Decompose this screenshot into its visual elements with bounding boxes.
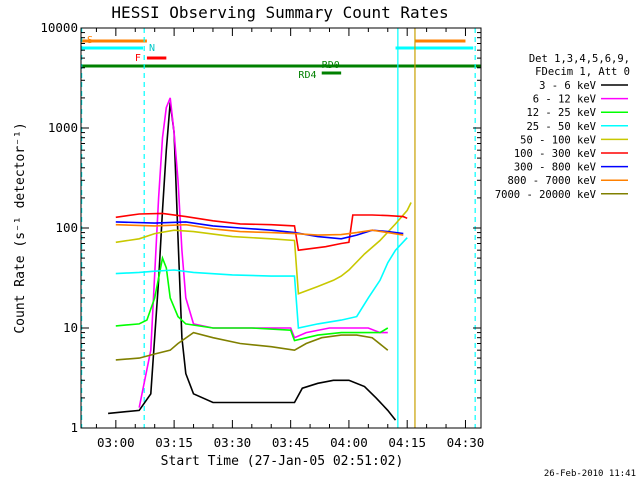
y-tick-label: 1 (70, 420, 78, 435)
y-tick-label: 1000 (48, 120, 78, 135)
legend-entry: 25 - 50 keV (526, 121, 596, 133)
series-line (115, 223, 404, 236)
x-tick-label: 04:15 (388, 435, 426, 450)
flare-flag-label: F (135, 53, 141, 64)
plot-frame (80, 27, 482, 429)
x-tick-label: 03:30 (214, 435, 252, 450)
saa-flag-label: S (87, 35, 93, 46)
x-tick-label: 04:00 (330, 435, 368, 450)
series-line (115, 212, 408, 252)
legend-header: FDecim 1, Att 0 (535, 66, 630, 78)
legend-entry: 300 - 800 keV (514, 162, 597, 174)
y-tick-label: 10 (63, 320, 78, 335)
y-tick-label: 100 (55, 220, 78, 235)
x-tick-label: 03:00 (97, 435, 135, 450)
legend-entry: 7000 - 20000 keV (495, 189, 597, 201)
legend-header: Det 1,3,4,5,6,9, (529, 53, 630, 65)
legend-entry: 6 - 12 keV (533, 94, 597, 106)
rd4-flag-label: RD4 (298, 70, 316, 81)
series-layer (108, 97, 412, 421)
chart-title: HESSI Observing Summary Count Rates (111, 3, 448, 22)
x-axis-label: Start Time (27-Jan-05 02:51:02) (161, 454, 404, 469)
x-tick-label: 03:15 (155, 435, 193, 450)
series-line (138, 97, 388, 408)
legend-entry: 100 - 300 keV (514, 148, 597, 160)
y-tick-label: 10000 (40, 20, 78, 35)
y-axis-label: Count Rate (s⁻¹ detector⁻¹) (13, 122, 28, 333)
x-axis-ticks: 03:00 03:15 03:30 03:45 04:00 04:15 04:30 (95, 28, 485, 450)
legend-entry: 50 - 100 keV (520, 134, 597, 146)
series-line (115, 331, 389, 361)
legend-entry: 12 - 25 keV (526, 107, 596, 119)
footer-date: 26-Feb-2010 11:41 (544, 469, 636, 479)
legend-entry: 800 - 7000 keV (507, 175, 596, 187)
series-line (115, 202, 412, 295)
legend-entry: 3 - 6 keV (539, 80, 597, 92)
series-line (108, 102, 397, 421)
flag-bars-layer: S NF RD0 RD4 (81, 35, 481, 81)
x-tick-label: 04:30 (447, 435, 485, 450)
vertical-markers-layer (81, 28, 476, 428)
night-flag-label: N (149, 43, 155, 54)
y-axis-ticks: 1 10 100 1000 10000 (40, 20, 481, 435)
rd0-flag-label: RD0 (322, 60, 340, 71)
legend: Det 1,3,4,5,6,9,FDecim 1, Att 0 3 - 6 keV… (495, 53, 630, 201)
series-line (115, 255, 389, 342)
x-tick-label: 03:45 (272, 435, 310, 450)
series-line (115, 237, 408, 329)
